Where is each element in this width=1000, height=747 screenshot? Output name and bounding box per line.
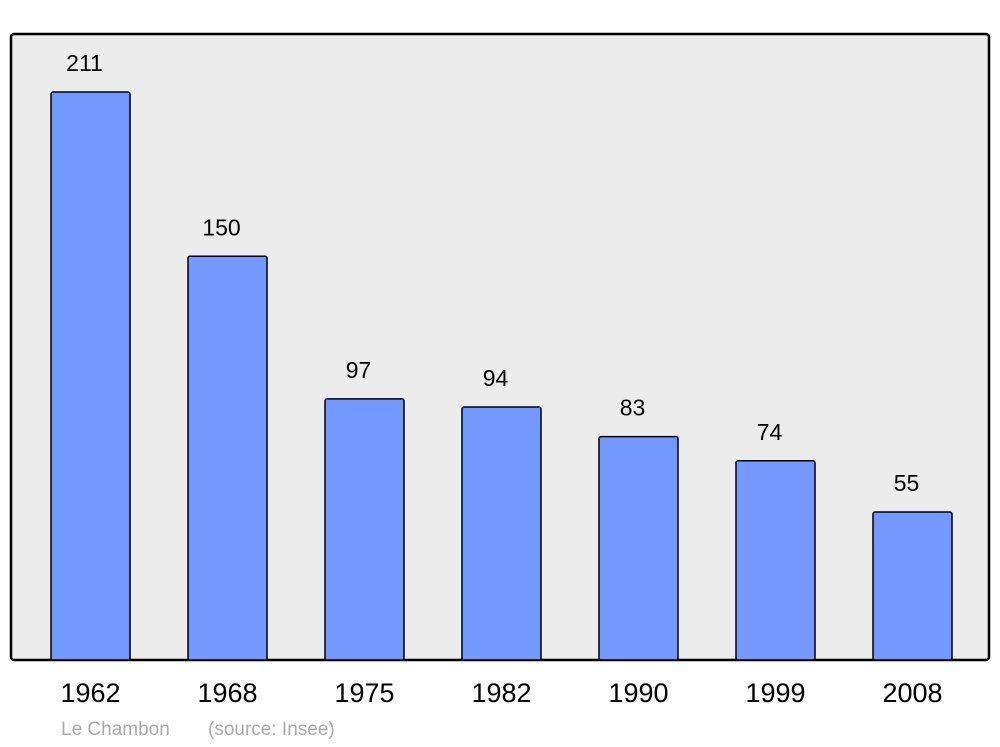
bar [324, 398, 405, 661]
x-tick-label: 1990 [608, 678, 668, 708]
x-tick-label: 1975 [334, 678, 394, 708]
x-tick-label: 1968 [197, 678, 257, 708]
x-tick-label: 1962 [60, 678, 120, 708]
bar [461, 406, 542, 661]
value-label: 94 [483, 365, 509, 391]
bar [187, 255, 268, 661]
x-tick-label: 2008 [882, 678, 942, 708]
bar [735, 460, 816, 661]
x-tick-label: 1982 [471, 678, 531, 708]
value-label: 150 [202, 214, 240, 240]
value-label: 74 [757, 419, 783, 445]
bar [598, 435, 679, 661]
value-label: 83 [620, 395, 646, 421]
bar [872, 511, 953, 661]
caption: Le Chambon [61, 719, 170, 740]
value-label: 97 [346, 357, 372, 383]
value-label: 211 [66, 50, 103, 76]
value-label: 55 [894, 470, 920, 496]
source: (source: Insee) [208, 719, 335, 740]
x-tick-label: 1999 [745, 678, 805, 708]
bar [50, 91, 131, 661]
